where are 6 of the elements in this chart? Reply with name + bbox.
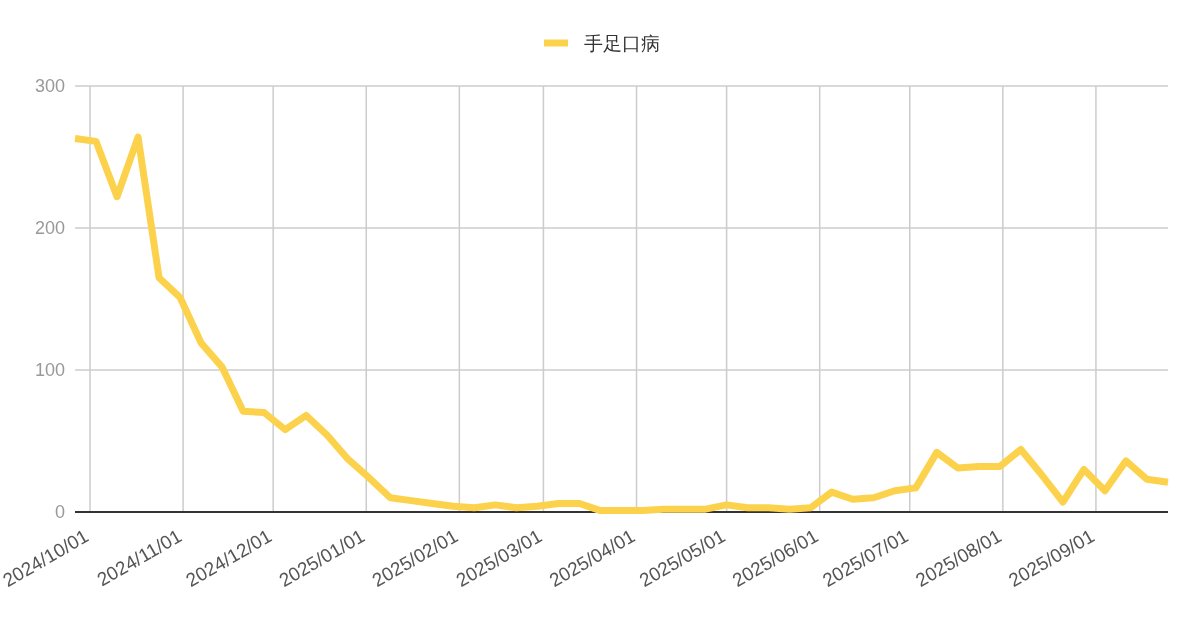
y-tick-label: 0 (54, 502, 65, 522)
y-tick-label: 100 (34, 360, 65, 380)
legend-label: 手足口病 (584, 33, 660, 54)
y-tick-label: 300 (34, 76, 65, 96)
y-tick-label: 200 (34, 218, 65, 238)
legend: 手足口病 (544, 33, 660, 54)
